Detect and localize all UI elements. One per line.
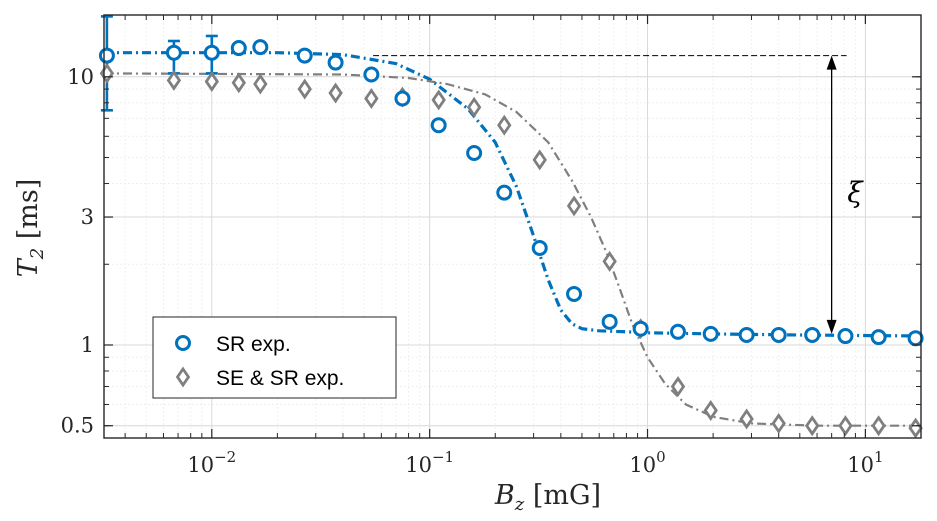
point-se-sr: [771, 412, 786, 434]
x-tick-label: 101: [847, 448, 883, 477]
x-tick-base: 10: [629, 453, 656, 477]
point-sr: [804, 326, 821, 343]
legend-marker-se-sr: [175, 366, 191, 388]
point-se-sr: [838, 415, 853, 437]
point-sr: [907, 330, 924, 347]
y-axis-unit: [ms]: [13, 179, 44, 248]
point-sr: [738, 326, 755, 343]
point-se-sr: [805, 415, 820, 437]
legend: SR exp. SE & SR exp.: [152, 316, 397, 399]
point-sr: [837, 328, 854, 345]
x-tick-exp: 1: [874, 448, 884, 466]
point-sr: [363, 66, 380, 83]
point-se-sr: [297, 78, 312, 100]
legend-box: [152, 316, 397, 399]
point-sr: [296, 47, 313, 64]
data-markers: [98, 39, 924, 439]
point-se-sr: [204, 71, 220, 93]
point-sr: [702, 325, 719, 342]
y-tick-label: 10: [67, 65, 94, 89]
point-sr: [770, 326, 787, 343]
point-se-sr: [364, 88, 379, 109]
x-axis-unit: [mG]: [524, 480, 601, 511]
legend-label-se-sr: SE & SR exp.: [216, 367, 344, 390]
point-se-sr: [670, 376, 686, 398]
point-se-sr: [99, 62, 115, 84]
legend-diamond-icon: [175, 366, 191, 388]
point-se-sr: [466, 96, 482, 118]
point-sr: [466, 144, 483, 161]
point-se-sr: [532, 149, 547, 171]
x-tick-label: 10−2: [187, 448, 236, 477]
point-sr: [165, 44, 182, 61]
x-tick-exp: −2: [214, 448, 236, 466]
point-sr: [870, 329, 887, 346]
point-se-sr: [431, 89, 446, 111]
point-se-sr: [566, 195, 582, 217]
x-tick-base: 10: [187, 453, 214, 477]
point-sr: [531, 239, 548, 256]
point-sr: [252, 39, 269, 56]
fit-curve-1: [103, 72, 921, 427]
fit-curves: [103, 51, 922, 427]
point-sr: [632, 320, 649, 337]
y-axis-sub: 2: [27, 248, 48, 260]
y-tick-label: 1: [81, 333, 94, 357]
x-tick-base: 10: [405, 453, 432, 477]
legend-circle-icon: [175, 335, 191, 351]
xi-label: ξ: [847, 176, 864, 209]
point-se-sr: [908, 417, 923, 439]
point-sr: [394, 90, 411, 107]
point-sr: [496, 184, 513, 201]
xi-arrow-head-down: [826, 319, 837, 334]
x-tick-label: 10−1: [405, 448, 454, 477]
x-tick-base: 10: [847, 453, 874, 477]
y-axis-label: T2 [ms]: [13, 179, 48, 278]
point-sr: [601, 313, 618, 330]
legend-label-sr: SR exp.: [216, 333, 291, 356]
point-se-sr: [703, 399, 718, 421]
x-tick-exp: −1: [432, 448, 454, 466]
point-se-sr: [253, 73, 268, 95]
xi-annotation: [373, 55, 847, 334]
y-tick-label: 0.5: [61, 414, 94, 438]
point-se-sr: [497, 114, 512, 136]
legend-marker-sr: [175, 335, 191, 351]
plot-frame: [103, 14, 922, 439]
x-axis-var: B: [494, 480, 515, 511]
error-bars: [100, 15, 218, 112]
x-axis-label: Bz [mG]: [494, 480, 601, 515]
point-se-sr: [231, 72, 246, 94]
xi-arrow-head-up: [826, 55, 837, 70]
point-sr: [430, 117, 447, 134]
point-sr: [327, 54, 344, 71]
point-se-sr: [166, 69, 182, 91]
point-sr: [566, 285, 583, 302]
point-sr: [203, 44, 220, 61]
point-se-sr: [871, 415, 886, 437]
y-tick-label: 3: [81, 205, 94, 229]
point-sr: [98, 47, 115, 64]
point-se-sr: [602, 250, 617, 272]
x-axis-sub: z: [514, 494, 525, 515]
x-tick-exp: 0: [656, 448, 666, 466]
fit-curve-0: [104, 51, 922, 338]
point-se-sr: [739, 408, 754, 430]
y-axis-var: T: [13, 257, 44, 277]
x-tick-label: 100: [629, 448, 665, 477]
axis-ticks: [104, 15, 921, 438]
point-sr: [230, 40, 247, 57]
point-sr: [670, 323, 687, 340]
point-se-sr: [328, 82, 343, 104]
